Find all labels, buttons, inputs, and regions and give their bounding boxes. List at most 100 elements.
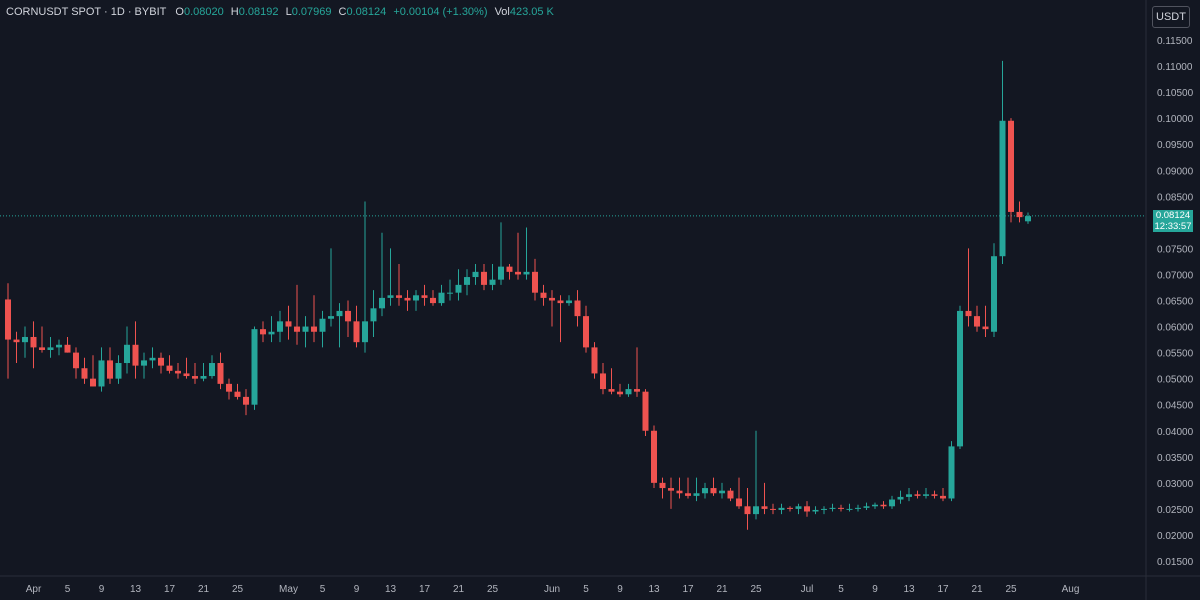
currency-button[interactable]: USDT	[1152, 6, 1190, 28]
open-value: 0.08020	[183, 6, 224, 18]
price-tick-label: 0.02500	[1157, 505, 1194, 516]
low-value: 0.07969	[291, 6, 332, 18]
price-tick-label: 0.05000	[1157, 375, 1194, 386]
time-tick-label: 13	[648, 584, 660, 595]
price-tick-label: 0.09000	[1157, 166, 1194, 177]
candle-body	[974, 316, 980, 327]
candle-body	[447, 292, 453, 294]
candle-body	[336, 310, 343, 317]
candle-body	[549, 297, 555, 301]
candle-body	[515, 271, 521, 275]
candle-body	[217, 363, 224, 384]
time-tick-label: 25	[232, 584, 244, 595]
time-tick-label: 13	[130, 584, 142, 595]
time-tick-label: Jul	[801, 584, 814, 595]
candle-body	[651, 430, 657, 483]
candle-body	[141, 360, 147, 366]
candle-body	[889, 499, 895, 507]
time-tick-label: 17	[937, 584, 949, 595]
time-tick-label: 5	[838, 584, 844, 595]
candle-body	[804, 506, 810, 512]
candle-body	[523, 271, 530, 275]
volume-value: 423.05 K	[509, 6, 554, 18]
price-tick-label: 0.08500	[1157, 192, 1194, 203]
candle-body	[124, 344, 130, 364]
candle-body	[761, 506, 768, 509]
candle-body	[591, 347, 598, 374]
high-value: 0.08192	[238, 6, 279, 18]
close-value: 0.08124	[346, 6, 387, 18]
time-tick-label: 13	[903, 584, 915, 595]
candle-body	[676, 490, 683, 494]
time-tick-label: 17	[419, 584, 431, 595]
time-tick-label: Aug	[1062, 584, 1080, 595]
candle-body	[965, 310, 972, 317]
open-label: O	[175, 6, 184, 18]
candle-body	[413, 295, 419, 301]
candle-body	[923, 494, 929, 496]
symbol-title: CORNUSDT SPOT · 1D · BYBIT	[6, 6, 167, 18]
candle-body	[540, 292, 547, 298]
time-tick-label: 21	[971, 584, 983, 595]
candle-body	[81, 368, 88, 379]
candle-body	[710, 488, 717, 494]
candle-body	[736, 498, 742, 507]
candle-body	[319, 318, 326, 332]
candle-body	[39, 347, 45, 350]
candle-body	[404, 297, 411, 301]
price-tick-label: 0.07000	[1157, 270, 1194, 281]
price-tick-label: 0.11000	[1157, 62, 1193, 73]
candle-body	[931, 494, 938, 496]
candle-body	[362, 321, 368, 343]
candle-body	[430, 297, 436, 304]
candle-body	[872, 504, 878, 507]
price-tick-label: 0.04500	[1157, 401, 1194, 412]
candle-body	[795, 506, 802, 509]
candle-body	[753, 506, 759, 515]
candle-body	[107, 360, 113, 379]
candle-body	[991, 256, 997, 332]
candle-body	[302, 326, 309, 332]
candle-body	[328, 316, 334, 319]
price-tick-label: 0.04000	[1157, 427, 1194, 438]
price-tick-label: 0.01500	[1157, 557, 1194, 568]
candle-body	[702, 488, 708, 494]
candle-body	[829, 507, 836, 509]
candle-body	[396, 295, 402, 298]
candle-body	[158, 357, 164, 366]
price-tick-label: 0.02000	[1157, 531, 1194, 542]
price-tick-label: 0.07500	[1157, 244, 1194, 255]
candle-body	[268, 331, 275, 335]
candle-body	[838, 507, 844, 509]
candle-body	[311, 326, 317, 332]
candle-body	[744, 506, 751, 515]
candle-body	[345, 310, 351, 322]
candle-body	[957, 310, 963, 447]
price-tick-label: 0.03000	[1157, 479, 1194, 490]
candle-body	[13, 339, 20, 343]
candle-body	[1016, 211, 1023, 218]
time-tick-label: 17	[164, 584, 176, 595]
candle-body	[574, 300, 581, 317]
candle-body	[659, 482, 666, 489]
last-price-label: 0.08124 12:33:57	[1153, 210, 1193, 232]
price-tick-label: 0.03500	[1157, 453, 1194, 464]
candle-body	[192, 376, 198, 379]
candle-body	[812, 509, 819, 512]
candle-body	[999, 120, 1006, 257]
time-tick-label: 5	[320, 584, 326, 595]
candle-body	[642, 391, 649, 431]
candle-body	[625, 389, 632, 395]
time-tick-label: 9	[354, 584, 360, 595]
candle-body	[770, 508, 776, 510]
candle-body	[489, 279, 496, 285]
high-label: H	[230, 6, 239, 18]
candle-body	[600, 373, 606, 390]
time-tick-label: 5	[65, 584, 71, 595]
candle-body	[472, 271, 479, 278]
candle-body	[1008, 120, 1014, 212]
candle-body	[982, 326, 989, 330]
candle-body	[634, 389, 640, 392]
last-price-value: 0.08124	[1155, 210, 1191, 221]
